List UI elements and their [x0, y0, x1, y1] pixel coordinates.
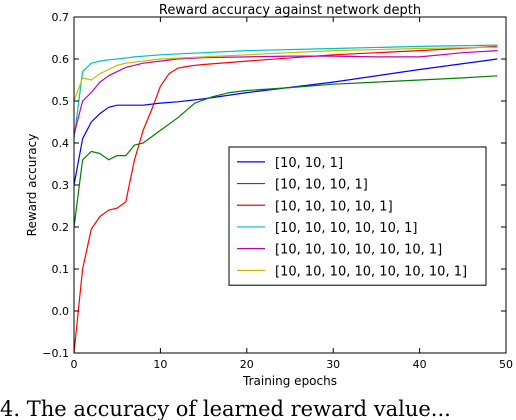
y-tick-label: 0.2	[52, 221, 70, 234]
x-tick-label: 10	[153, 358, 167, 371]
y-tick-label: 0.1	[52, 263, 70, 276]
legend-label: [10, 10, 10, 10, 10, 1]	[275, 221, 417, 236]
x-tick-label: 50	[499, 358, 513, 371]
legend-label: [10, 10, 1]	[275, 156, 343, 171]
series-layer	[73, 44, 498, 354]
series-line-2	[73, 75, 498, 228]
ticks-layer: 0 10 20 30 40 50 −0.1 0.0 0.1 0.2 0.3 0.4 0.5 0.6 0.7	[42, 11, 513, 371]
x-axis-label: Training epochs	[242, 374, 337, 388]
figure-caption-fragment: 4. The accuracy of learned reward value.…	[0, 398, 451, 420]
legend: [10, 10, 1] [10, 10, 10, 1] [10, 10, 10, 1…	[228, 146, 487, 286]
y-tick-label: 0.7	[52, 11, 70, 24]
y-tick-label: 0.0	[52, 305, 70, 318]
legend-label: [10, 10, 10, 10, 1]	[275, 199, 393, 214]
series-line-3	[73, 45, 498, 354]
legend-label: [10, 10, 10, 10, 10, 10, 10, 1]	[275, 264, 467, 279]
legend-box	[228, 146, 487, 286]
y-tick-label: 0.4	[52, 137, 70, 150]
y-tick-label: 0.6	[52, 53, 70, 66]
legend-label: [10, 10, 10, 1]	[275, 178, 368, 193]
y-axis-label: Reward accuracy	[25, 134, 39, 237]
x-tick-label: 20	[240, 358, 254, 371]
plot-frame	[73, 16, 507, 354]
series-line-4	[73, 44, 498, 139]
chart-title: Reward accuracy against network depth	[159, 3, 421, 18]
y-tick-label: 0.3	[52, 179, 70, 192]
x-tick-label: 40	[413, 358, 427, 371]
reward-accuracy-chart: Reward accuracy against network depth 0 1…	[25, 3, 513, 388]
series-line-5	[73, 50, 498, 135]
y-tick-label: −0.1	[42, 347, 69, 360]
series-line-6	[73, 46, 498, 102]
x-tick-label: 0	[71, 358, 78, 371]
x-tick-label: 30	[326, 358, 340, 371]
legend-label: [10, 10, 10, 10, 10, 10, 1]	[275, 243, 442, 258]
y-tick-label: 0.5	[52, 95, 70, 108]
